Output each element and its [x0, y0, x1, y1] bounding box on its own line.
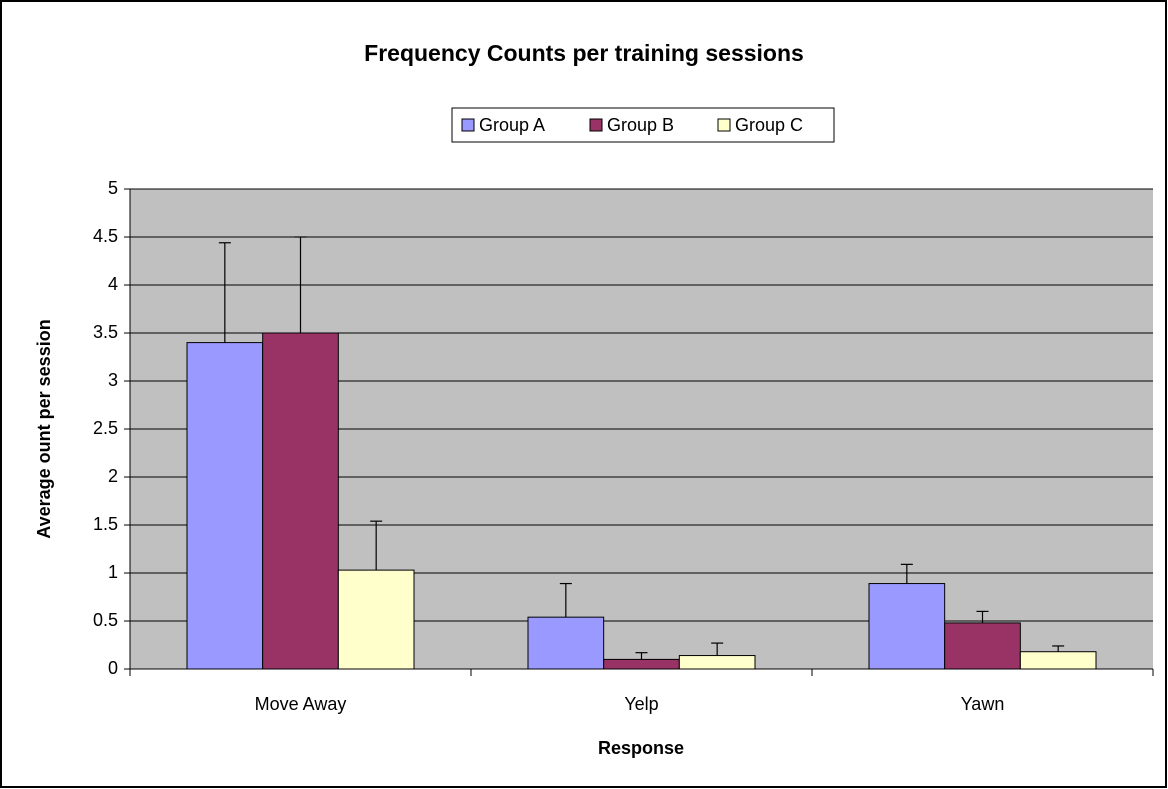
legend-swatch — [461, 118, 475, 132]
y-tick-label: 1.5 — [93, 514, 118, 534]
legend-swatch — [717, 118, 731, 132]
chart-title: Frequency Counts per training sessions — [364, 40, 804, 66]
bar — [1019, 651, 1097, 670]
y-tick-label: 3.5 — [93, 322, 118, 342]
y-tick-label: 4.5 — [93, 226, 118, 246]
bar — [868, 583, 946, 670]
legend-box — [451, 107, 835, 143]
legend-swatch — [589, 118, 603, 132]
y-axis-label: Average ount per session — [34, 319, 54, 538]
y-tick-label: 5 — [108, 178, 118, 198]
x-tick-label: Yelp — [624, 694, 658, 714]
y-tick-label: 1 — [108, 562, 118, 582]
bar — [603, 658, 680, 670]
y-tick-label: 0.5 — [93, 610, 118, 630]
legend-label: Group B — [607, 115, 674, 135]
bar — [678, 655, 756, 670]
x-axis-label: Response — [598, 738, 684, 758]
y-tick-label: 0 — [108, 658, 118, 678]
y-tick-label: 3 — [108, 370, 118, 390]
x-tick-label: Yawn — [961, 694, 1005, 714]
bar — [527, 616, 605, 670]
legend-label: Group A — [479, 115, 545, 135]
bar — [186, 342, 264, 670]
bar — [262, 332, 339, 670]
y-tick-label: 2 — [108, 466, 118, 486]
y-tick-label: 4 — [108, 274, 118, 294]
y-tick-label: 2.5 — [93, 418, 118, 438]
bar — [337, 569, 415, 670]
bar — [944, 622, 1021, 670]
legend-label: Group C — [735, 115, 803, 135]
x-tick-label: Move Away — [255, 694, 347, 714]
